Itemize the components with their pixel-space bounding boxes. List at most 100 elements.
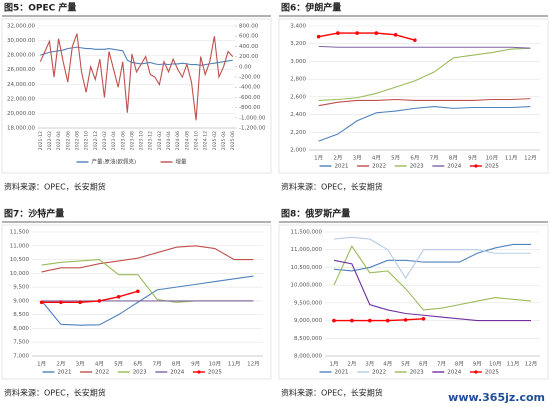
series-marker xyxy=(39,300,44,305)
x-tick-label: 2022-08 xyxy=(74,131,80,150)
legend-label: 2025 xyxy=(485,370,499,376)
x-tick-label: 10月 xyxy=(489,361,502,368)
x-tick-label: 9月 xyxy=(473,361,482,368)
chart-frame xyxy=(1,18,272,174)
y-tick-label: 11,500 xyxy=(10,230,30,236)
x-tick-label: 2月 xyxy=(347,361,356,368)
y-tick-label: 26,000.00 xyxy=(7,67,35,73)
panel-title: 图8：俄罗斯产量 xyxy=(281,208,350,220)
x-tick-label: 8月 xyxy=(455,361,464,368)
series-marker xyxy=(385,318,390,323)
x-tick-label: 10月 xyxy=(209,361,222,368)
y-tick-label: 10,000 xyxy=(10,271,30,277)
x-tick-label: 9月 xyxy=(468,155,477,162)
y-tick-label: 11,000,000 xyxy=(291,247,323,253)
series-line xyxy=(333,243,532,272)
x-tick-label: 2024-08 xyxy=(184,131,190,150)
series-marker xyxy=(97,299,102,303)
legend-marker xyxy=(474,370,478,374)
x-tick-label: 9月 xyxy=(191,361,200,368)
source-note: 资料来源：OPEC，长安期货 xyxy=(281,182,383,192)
legend-label: 增量 xyxy=(176,158,188,166)
x-tick-label: 11月 xyxy=(228,361,241,368)
x-tick-label: 3月 xyxy=(76,361,85,368)
x-tick-label: 6月 xyxy=(133,361,142,368)
x-tick-label: 2024-06 xyxy=(175,131,181,150)
x-tick-label: 2023-08 xyxy=(129,131,135,150)
x-tick-label: 2月 xyxy=(56,361,65,368)
panel-title: 图5：OPEC 产量 xyxy=(4,2,76,14)
series-line xyxy=(318,47,531,101)
y-tick-label: 9,000 xyxy=(13,298,29,304)
x-tick-label: 2023-06 xyxy=(120,131,126,150)
y-tick-label: 30,000.00 xyxy=(7,38,35,44)
series-marker xyxy=(393,33,398,37)
x-tick-label: 5月 xyxy=(114,361,123,368)
y2-tick-label: 800.00 xyxy=(239,24,259,30)
x-tick-label: 1月 xyxy=(37,361,46,368)
y2-tick-label: -400.00 xyxy=(239,85,261,91)
panel-title: 图6：伊朗产量 xyxy=(281,2,341,14)
y-tick-label: 24,000.00 xyxy=(7,82,35,88)
series-marker xyxy=(403,318,408,322)
legend-label: 2021 xyxy=(335,370,349,376)
y-tick-label: 3,000 xyxy=(290,59,306,65)
y2-tick-label: -600.00 xyxy=(239,95,261,101)
y-tick-label: 2,200 xyxy=(290,130,306,136)
series-marker xyxy=(367,318,372,323)
y-tick-label: 28,000.00 xyxy=(7,53,35,59)
x-tick-label: 11月 xyxy=(505,155,518,162)
series-line xyxy=(333,259,532,322)
legend-label: 2024 xyxy=(170,370,184,376)
legend-label: 2025 xyxy=(485,164,499,170)
x-tick-label: 4月 xyxy=(95,361,104,368)
watermark: www.365jz.com xyxy=(448,391,545,404)
x-tick-label: 2月 xyxy=(333,155,342,162)
x-tick-label: 8月 xyxy=(449,155,458,162)
y-tick-label: 3,400 xyxy=(290,24,306,30)
y-tick-label: 20,000.00 xyxy=(7,111,35,117)
y2-tick-label: 200.00 xyxy=(239,54,259,60)
series-marker xyxy=(78,300,82,305)
x-tick-label: 5月 xyxy=(401,361,410,368)
chart-frame xyxy=(278,224,549,380)
legend-label: 2023 xyxy=(410,370,424,376)
legend-label: 2024 xyxy=(447,370,461,376)
y-tick-label: 2,400 xyxy=(290,112,306,118)
x-tick-label: 4月 xyxy=(383,361,392,368)
y-tick-label: 8,500,000 xyxy=(294,336,322,342)
y-tick-label: 11,000 xyxy=(10,243,30,249)
series-marker xyxy=(116,294,121,299)
y-tick-label: 11,500,000 xyxy=(291,230,323,236)
y-tick-label: 10,500,000 xyxy=(291,265,323,271)
x-tick-label: 2024-04 xyxy=(166,131,172,150)
x-tick-label: 12月 xyxy=(525,361,538,368)
x-tick-label: 1月 xyxy=(314,155,323,162)
x-tick-label: 2024-10 xyxy=(194,131,200,150)
y-tick-label: 7,500 xyxy=(13,340,29,346)
series-marker xyxy=(316,34,321,39)
y-tick-label: 9,500 xyxy=(13,285,29,291)
y-tick-label: 8,000,000 xyxy=(294,354,322,360)
source-note: 资料来源：OPEC，长安期货 xyxy=(4,182,106,192)
x-tick-label: 2025-04 xyxy=(221,131,227,150)
x-tick-label: 2025-06 xyxy=(230,131,236,150)
x-tick-label: 7月 xyxy=(153,361,162,368)
x-tick-label: 7月 xyxy=(437,361,446,368)
legend-label: 2023 xyxy=(410,164,424,170)
x-tick-label: 12月 xyxy=(524,155,537,162)
panel-title: 图7：沙特产量 xyxy=(4,208,64,220)
legend-label: 2021 xyxy=(335,164,349,170)
x-tick-label: 2022-02 xyxy=(47,131,53,150)
legend-label: 产量:原油(欧佩克) xyxy=(92,158,137,166)
x-tick-label: 12月 xyxy=(247,361,260,368)
y-tick-label: 2,800 xyxy=(290,77,306,83)
y-tick-label: 8,500 xyxy=(13,312,29,318)
chart-frame xyxy=(278,18,549,174)
legend-label: 2021 xyxy=(58,370,72,376)
y2-tick-label: 0.00 xyxy=(239,64,252,70)
series-line xyxy=(41,290,139,303)
legend-label: 2022 xyxy=(95,370,109,376)
x-tick-label: 3月 xyxy=(365,361,374,368)
x-tick-label: 2025-02 xyxy=(212,131,218,150)
